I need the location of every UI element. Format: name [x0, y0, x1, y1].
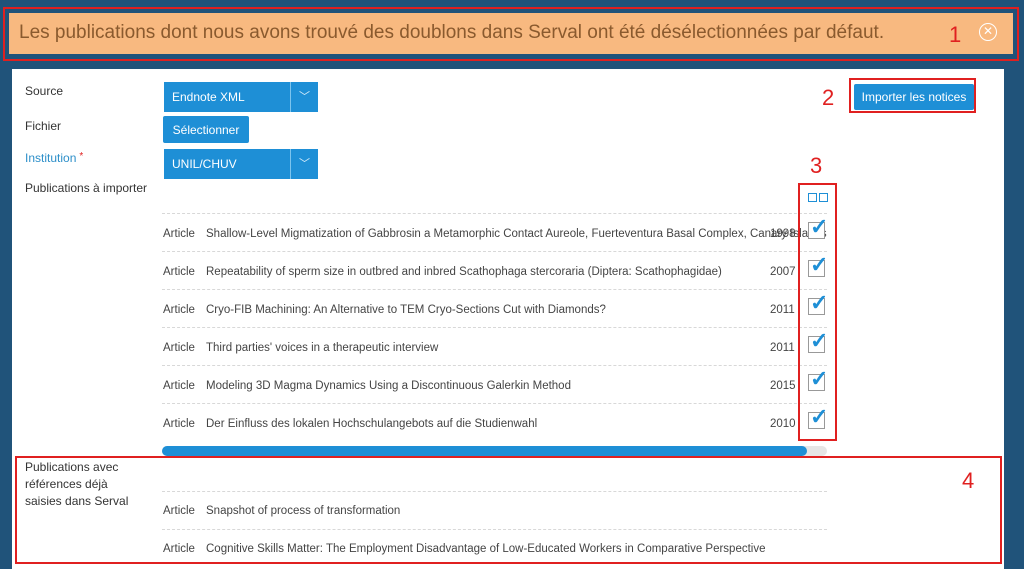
chevron-down-icon: ﹀ [299, 158, 310, 170]
publication-title: Third parties' voices in a therapeutic i… [206, 342, 439, 354]
checkmark-icon: ✓ [810, 328, 829, 353]
table-row: Article Shallow-Level Migmatization of G… [162, 213, 828, 252]
publication-year: 2007 [770, 266, 796, 278]
annotation-box-1 [3, 7, 1019, 61]
publication-checkbox[interactable]: ✓ [808, 404, 828, 429]
institution-select-value: UNIL/CHUV [172, 157, 237, 171]
publications-to-import-label: Publications à importer [25, 181, 148, 195]
publication-year: 2011 [770, 342, 795, 354]
publication-title: Repeatability of sperm size in outbred a… [206, 266, 722, 278]
publication-title: Der Einfluss des lokalen Hochschulangebo… [206, 418, 538, 430]
required-marker: * [79, 151, 84, 162]
table-row: Article Cryo-FIB Machining: An Alternati… [162, 289, 828, 328]
publication-checkbox[interactable]: ✓ [808, 290, 828, 315]
table-row: Article Repeatability of sperm size in o… [162, 251, 828, 290]
duplicate-warning-alert: Les publications dont nous avons trouvé … [9, 13, 1013, 54]
annotation-number-4: 4 [962, 468, 975, 493]
publication-checkbox[interactable]: ✓ [808, 328, 828, 353]
annotation-number-1: 1 [949, 22, 962, 47]
source-label: Source [25, 84, 64, 98]
list-item: Article Snapshot of process of transform… [162, 491, 827, 530]
publication-title: Snapshot of process of transformation [206, 505, 401, 517]
publication-title: Shallow-Level Migmatization of Gabbrosin… [206, 228, 827, 240]
table-row: Article Modeling 3D Magma Dynamics Using… [162, 365, 828, 404]
annotation-number-2: 2 [822, 85, 835, 110]
publication-checkbox[interactable]: ✓ [808, 214, 828, 239]
uncheck-all-icon[interactable] [819, 193, 828, 202]
chevron-down-icon: ﹀ [299, 91, 310, 103]
list-item: Article Cognitive Skills Matter: The Emp… [162, 529, 827, 568]
publication-type: Article [163, 228, 195, 240]
publication-year: 2011 [770, 304, 795, 316]
publication-title: Modeling 3D Magma Dynamics Using a Disco… [206, 380, 571, 392]
select-all-toggle[interactable] [808, 193, 830, 204]
file-label: Fichier [25, 119, 62, 133]
annotation-box-4 [15, 456, 1002, 564]
publication-type: Article [163, 380, 195, 392]
select-divider [290, 149, 291, 179]
checkmark-icon: ✓ [810, 290, 829, 315]
checkmark-icon: ✓ [810, 214, 829, 239]
select-file-button[interactable]: Sélectionner [163, 116, 249, 143]
publication-checkbox[interactable]: ✓ [808, 252, 828, 277]
source-select[interactable]: Endnote XML ﹀ [164, 82, 318, 112]
annotation-box-2 [849, 78, 976, 113]
close-circle-icon[interactable]: ✕ [979, 23, 997, 41]
duplicates-label: Publications avec références déjà saisie… [25, 460, 129, 508]
publication-type: Article [163, 418, 195, 430]
publication-type: Article [163, 304, 195, 316]
institution-label-text: Institution [25, 151, 77, 165]
select-divider [290, 82, 291, 112]
publication-year: 2015 [770, 380, 796, 392]
check-all-icon[interactable] [808, 193, 817, 202]
source-select-value: Endnote XML [172, 90, 245, 104]
import-records-button[interactable]: Importer les notices [854, 84, 974, 110]
horizontal-scrollbar[interactable] [162, 446, 827, 456]
publication-year: 1998 [770, 228, 796, 240]
publication-type: Article [163, 505, 195, 517]
table-row: Article Der Einfluss des lokalen Hochsch… [162, 403, 828, 442]
publication-type: Article [163, 266, 195, 278]
scrollbar-thumb[interactable] [162, 446, 808, 456]
alert-message: Les publications dont nous avons trouvé … [19, 22, 885, 43]
publication-year: 2010 [770, 418, 796, 430]
annotation-number-3: 3 [810, 153, 823, 178]
checkmark-icon: ✓ [810, 252, 829, 277]
publication-title: Cryo-FIB Machining: An Alternative to TE… [206, 304, 606, 316]
institution-select[interactable]: UNIL/CHUV ﹀ [164, 149, 318, 179]
checkmark-icon: ✓ [810, 366, 829, 391]
checkmark-icon: ✓ [810, 404, 829, 429]
import-panel: Source Endnote XML ﹀ Fichier Sélectionne… [12, 69, 1004, 569]
annotation-box-3 [798, 183, 837, 441]
table-row: Article Third parties' voices in a thera… [162, 327, 828, 366]
institution-label: Institution * [25, 151, 83, 165]
publication-type: Article [163, 543, 195, 555]
publication-type: Article [163, 342, 195, 354]
publication-title: Cognitive Skills Matter: The Employment … [206, 543, 766, 555]
publication-checkbox[interactable]: ✓ [808, 366, 828, 391]
